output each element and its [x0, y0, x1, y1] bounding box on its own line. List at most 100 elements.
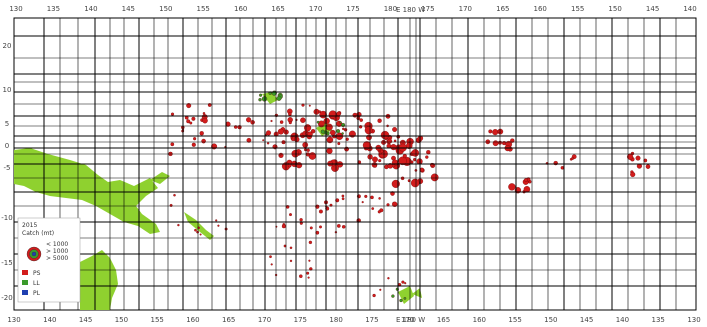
left-latitude-label-0: 20 [3, 42, 12, 50]
catch-symbol [492, 129, 499, 136]
catch-symbol [336, 224, 341, 228]
catch-symbol [361, 201, 364, 204]
catch-symbol [309, 267, 313, 271]
catch-symbol [401, 280, 405, 284]
legend-swatch-ll [22, 280, 28, 285]
catch-symbol [399, 298, 403, 303]
catch-symbol [630, 171, 636, 178]
catch-symbol [177, 223, 180, 227]
catch-symbol [377, 118, 382, 123]
left-latitude-label-6: -15 [1, 259, 12, 267]
catch-symbol [308, 152, 317, 160]
top-longitude-label-15: 155 [571, 5, 584, 13]
catch-symbol [169, 203, 173, 207]
bottom-longitude-label-15: 150 [544, 316, 557, 324]
catch-symbol [373, 164, 377, 168]
catch-symbol [392, 127, 398, 132]
catch-symbol [266, 142, 270, 145]
catch-symbol [359, 118, 363, 122]
top-longitude-label-2: 140 [84, 5, 97, 13]
catch-symbol [258, 98, 262, 102]
catch-symbol [392, 201, 398, 207]
catch-symbol [370, 195, 374, 200]
date-line-label-top: E 180 W [396, 6, 425, 14]
catch-symbol [426, 150, 431, 155]
catch-symbol [309, 226, 313, 230]
bottom-longitude-label-14: 155 [508, 316, 521, 324]
catch-symbol [304, 124, 312, 132]
catch-symbol [202, 112, 206, 115]
catch-symbol [302, 142, 309, 148]
catch-symbol [316, 120, 320, 124]
catch-symbol [387, 138, 393, 144]
catch-symbol [372, 156, 378, 163]
bottom-longitude-label-1: 140 [43, 316, 56, 324]
catch-symbol [326, 136, 334, 144]
legend: 2015 Catch (mt) < 1000 > 1000 > 5000 PS … [17, 217, 81, 303]
legend-subtitle: Catch (mt) [22, 230, 54, 237]
catch-symbol [270, 263, 273, 266]
catch-symbol [343, 128, 348, 132]
legend-swatch-ps [22, 270, 28, 275]
left-latitude-labels: 20 10 5 0 -5 -10 -15 -20 [1, 42, 12, 302]
bottom-longitude-label-6: 165 [222, 316, 235, 324]
catch-symbol [215, 219, 218, 222]
catch-symbol [202, 117, 208, 124]
legend-swatch-pl [22, 290, 28, 295]
top-longitude-labels: 130 135 140 145 150 155 160 165 170 175 180 175 170 1… [9, 5, 696, 13]
legend-box [17, 217, 81, 303]
catch-symbol [341, 197, 345, 201]
catch-symbol [186, 103, 192, 109]
top-longitude-label-18: 140 [683, 5, 696, 13]
catch-symbol [189, 121, 193, 125]
catch-symbol [306, 148, 310, 152]
date-line-label-bottom: E 180 W [396, 316, 425, 324]
new-guinea-landmass [14, 148, 160, 234]
catch-symbol [290, 136, 293, 139]
catch-symbol [380, 130, 390, 140]
top-longitude-label-7: 165 [271, 5, 284, 13]
grid-lines [14, 18, 696, 310]
catch-symbol [411, 149, 420, 157]
catch-symbol [430, 173, 439, 182]
left-latitude-label-1: 10 [3, 86, 12, 94]
catch-symbol [288, 112, 292, 116]
bottom-longitude-label-4: 155 [151, 316, 164, 324]
catch-symbol [289, 246, 293, 250]
top-longitude-label-8: 170 [309, 5, 322, 13]
catch-symbol [635, 155, 641, 161]
catch-symbol [488, 129, 493, 134]
left-latitude-label-3: 0 [5, 142, 9, 150]
catch-symbol [362, 141, 371, 150]
catch-symbol [371, 207, 375, 210]
catch-symbol [524, 178, 528, 182]
catch-symbol [341, 132, 344, 135]
bottom-longitude-label-2: 145 [79, 316, 92, 324]
catch-symbol [184, 115, 189, 120]
catch-symbol [393, 139, 397, 143]
top-longitude-label-14: 160 [534, 5, 547, 13]
catch-symbol [391, 294, 395, 298]
bottom-longitude-label-8: 175 [294, 316, 307, 324]
catch-symbol [270, 119, 273, 123]
catch-symbol [325, 123, 333, 131]
catch-symbol [323, 117, 330, 125]
catch-symbol [217, 224, 220, 227]
left-latitude-label-5: -10 [1, 214, 12, 222]
catch-symbol [288, 121, 292, 125]
catch-symbol [291, 149, 300, 158]
catch-symbol [404, 282, 407, 285]
catch-symbol [186, 119, 191, 124]
catch-symbol [523, 186, 531, 193]
catch-symbol [380, 149, 384, 154]
catch-symbol [277, 128, 284, 135]
catch-symbol [276, 95, 282, 101]
catch-symbol [199, 233, 202, 236]
legend-size-circle-small [31, 251, 37, 257]
catch-symbol [196, 230, 199, 234]
catch-symbol [402, 153, 407, 159]
catch-symbol [379, 288, 382, 291]
catch-symbol [342, 127, 345, 131]
australia-landmass [80, 250, 118, 310]
